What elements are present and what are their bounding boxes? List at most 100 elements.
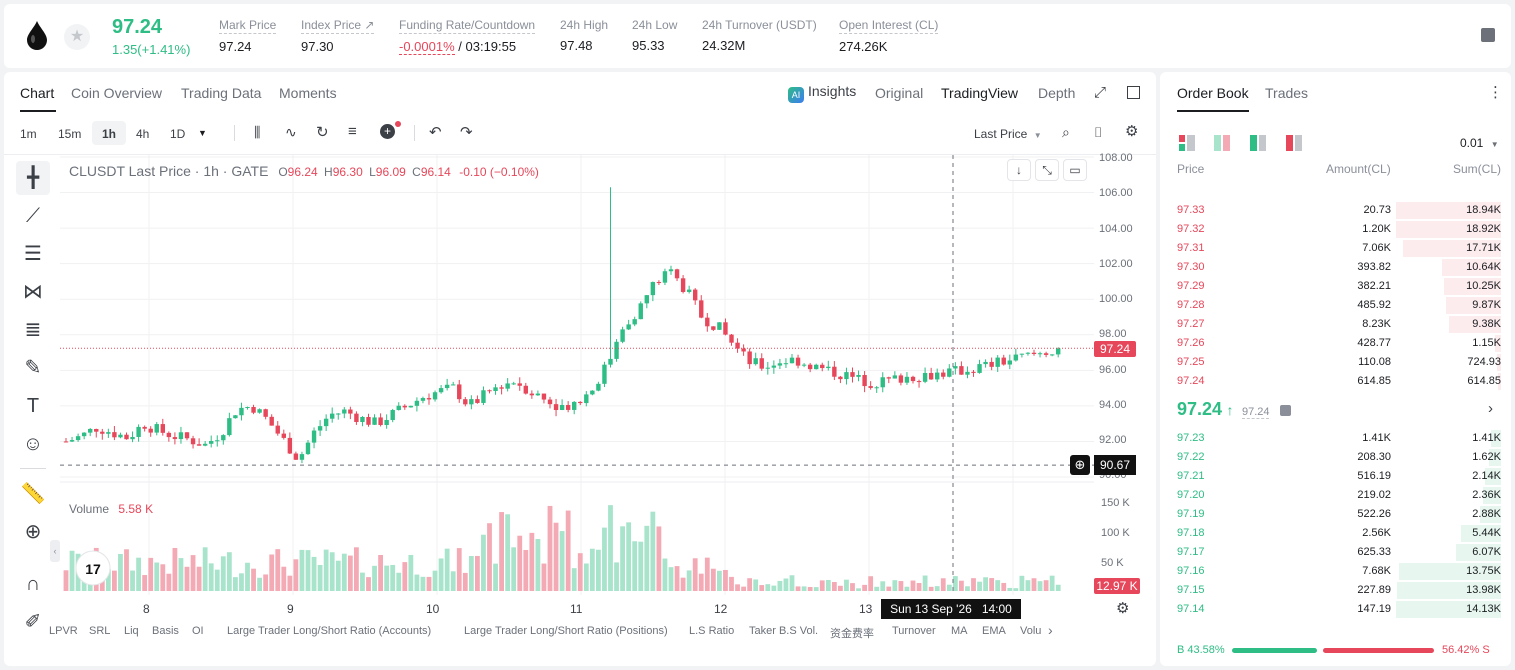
price-chart[interactable]: 17 — [60, 155, 1094, 595]
templates-icon[interactable]: ≡ — [348, 123, 357, 140]
emoji-tool-icon[interactable]: ☺ — [22, 433, 44, 455]
indicator-funding[interactable]: 资金费率 — [830, 627, 874, 640]
compare-icon[interactable]: ↻ — [316, 124, 329, 141]
indicator-lt-accounts[interactable]: Large Trader Long/Short Ratio (Accounts) — [227, 625, 432, 637]
tab-trading-data[interactable]: Trading Data — [181, 85, 262, 101]
redo-icon[interactable]: ↷ — [460, 124, 473, 141]
interval-1h[interactable]: 1h — [102, 127, 117, 141]
stat-open-interest[interactable]: Open Interest (CL) 274.26K — [839, 18, 939, 54]
indicator-basis[interactable]: Basis — [152, 625, 179, 637]
camera-icon[interactable]: ⌷ — [1094, 124, 1103, 140]
indicator-ma[interactable]: MA — [951, 625, 968, 637]
tick-size-select[interactable]: 0.01 ▼ — [1460, 136, 1499, 150]
bid-row[interactable]: 97.22 208.30 1.62K — [1177, 448, 1501, 467]
indicator-oi[interactable]: OI — [192, 625, 204, 637]
magnet-tool-icon[interactable]: ∩ — [25, 573, 41, 595]
view-depth[interactable]: Depth — [1038, 85, 1076, 101]
expand-icon[interactable]: ⤢ — [1094, 84, 1107, 101]
tab-coin-overview[interactable]: Coin Overview — [71, 85, 163, 101]
ask-row[interactable]: 97.26 428.77 1.15K — [1177, 334, 1501, 353]
crosshair-add-icon[interactable]: ⊕ — [1070, 455, 1090, 475]
bid-row[interactable]: 97.23 1.41K 1.41K — [1177, 429, 1501, 448]
view-tradingview[interactable]: TradingView — [941, 85, 1019, 101]
ask-row[interactable]: 97.24 614.85 614.85 — [1177, 372, 1501, 391]
bid-row[interactable]: 97.21 516.19 2.14K — [1177, 467, 1501, 486]
indicator-lpvr[interactable]: LPVR — [49, 625, 78, 637]
indicators-next-icon[interactable]: › — [1048, 622, 1053, 638]
ask-row[interactable]: 97.29 382.21 10.25K — [1177, 277, 1501, 296]
interval-1d[interactable]: 1D — [170, 127, 186, 141]
indicator-ls-ratio[interactable]: L.S Ratio — [689, 625, 735, 637]
ask-row[interactable]: 97.32 1.20K 18.92K — [1177, 220, 1501, 239]
candle-body — [63, 441, 69, 443]
scroll-down-icon[interactable]: ↓ — [1007, 159, 1031, 181]
search-icon[interactable]: ⌕ — [1062, 124, 1070, 140]
ask-row[interactable]: 97.30 393.82 10.64K — [1177, 258, 1501, 277]
ask-row[interactable]: 97.33 20.73 18.94K — [1177, 201, 1501, 220]
more-options-icon[interactable]: ⋮ — [1488, 84, 1503, 101]
mid-price-row[interactable]: 97.24 ↑ 97.24 — [1177, 399, 1291, 420]
tab-order-book[interactable]: Order Book — [1177, 85, 1249, 101]
pencil-lock-tool-icon[interactable]: ✐ — [24, 611, 42, 633]
view-original[interactable]: Original — [875, 85, 924, 101]
indicator-taker-vol[interactable]: Taker B.S Vol. — [749, 625, 819, 637]
add-indicator-icon[interactable]: + — [380, 124, 395, 139]
ask-row[interactable]: 97.28 485.92 9.87K — [1177, 296, 1501, 315]
ruler-tool-icon[interactable]: 📏 — [20, 483, 46, 505]
indicator-srl[interactable]: SRL — [89, 625, 111, 637]
pattern-tool-icon[interactable]: ⋈ — [23, 281, 43, 303]
insights-button[interactable]: AI Insights — [788, 83, 856, 103]
indicator-turnover[interactable]: Turnover — [892, 625, 936, 637]
layout-bids-asks-icon[interactable] — [1214, 135, 1230, 151]
tab-moments[interactable]: Moments — [279, 85, 337, 101]
crosshair-tool-icon[interactable]: ╋ — [16, 161, 50, 195]
ask-row[interactable]: 97.25 110.08 724.93 — [1177, 353, 1501, 372]
horizontal-lines-tool-icon[interactable]: ☰ — [24, 243, 42, 265]
fib-tool-icon[interactable]: ≣ — [24, 319, 42, 341]
indicator-volume[interactable]: Volu — [1020, 625, 1042, 637]
collapse-chart-icon[interactable]: ⤡ — [1035, 159, 1059, 181]
candle-body — [215, 440, 220, 442]
tab-trades[interactable]: Trades — [1265, 85, 1309, 101]
indicator-liq[interactable]: Liq — [124, 625, 139, 637]
interval-4h[interactable]: 4h — [136, 127, 150, 141]
bid-row[interactable]: 97.15 227.89 13.98K — [1177, 581, 1501, 600]
interval-15m[interactable]: 15m — [58, 127, 82, 141]
ask-row[interactable]: 97.31 7.06K 17.71K — [1177, 239, 1501, 258]
indicator-ema[interactable]: EMA — [982, 625, 1006, 637]
text-tool-icon[interactable]: T — [26, 395, 40, 417]
bid-row[interactable]: 97.18 2.56K 5.44K — [1177, 524, 1501, 543]
stat-index-price[interactable]: Index Price ↗ 97.30 — [301, 18, 375, 54]
last-price-select[interactable]: Last Price ▼ — [974, 127, 1042, 141]
tab-chart[interactable]: Chart — [20, 85, 55, 101]
stat-mark-price[interactable]: Mark Price 97.24 — [219, 18, 277, 54]
notes-icon[interactable] — [1481, 28, 1495, 42]
interval-1m[interactable]: 1m — [20, 127, 37, 141]
ask-row[interactable]: 97.27 8.23K 9.38K — [1177, 315, 1501, 334]
brush-tool-icon[interactable]: ✎ — [24, 357, 42, 379]
indicators-icon[interactable]: ∿ — [285, 124, 297, 140]
settings-gear-icon[interactable]: ⚙ — [1125, 123, 1139, 140]
window-icon[interactable] — [1127, 86, 1140, 99]
layout-both-icon[interactable] — [1179, 135, 1195, 151]
undo-icon[interactable]: ↶ — [429, 124, 442, 141]
collapse-toolbar-icon[interactable]: ‹ — [50, 540, 60, 562]
maximize-chart-icon[interactable]: ▭ — [1063, 159, 1087, 181]
candle-type-icon[interactable]: ⫼ — [254, 124, 261, 140]
bid-row[interactable]: 97.16 7.68K 13.75K — [1177, 562, 1501, 581]
bid-row[interactable]: 97.14 147.19 14.13K — [1177, 600, 1501, 619]
interval-dropdown-icon[interactable]: ▼ — [198, 128, 207, 138]
trend-line-tool-icon[interactable]: ⟋ — [26, 205, 40, 227]
layout-bids-icon[interactable] — [1250, 135, 1266, 151]
expand-right-icon[interactable]: › — [1488, 400, 1493, 417]
interval-1h-active-bg[interactable] — [92, 121, 126, 145]
favorite-star-icon[interactable]: ★ — [64, 24, 90, 50]
indicator-lt-positions[interactable]: Large Trader Long/Short Ratio (Positions… — [464, 625, 668, 637]
zoom-in-tool-icon[interactable]: ⊕ — [24, 521, 42, 543]
bid-row[interactable]: 97.20 219.02 2.36K — [1177, 486, 1501, 505]
bid-row[interactable]: 97.17 625.33 6.07K — [1177, 543, 1501, 562]
layout-asks-icon[interactable] — [1286, 135, 1302, 151]
bid-row[interactable]: 97.19 522.26 2.88K — [1177, 505, 1501, 524]
stat-funding-rate[interactable]: Funding Rate/Countdown -0.0001% / 03:19:… — [399, 18, 536, 55]
chart-settings-icon[interactable]: ⚙ — [1116, 600, 1130, 617]
